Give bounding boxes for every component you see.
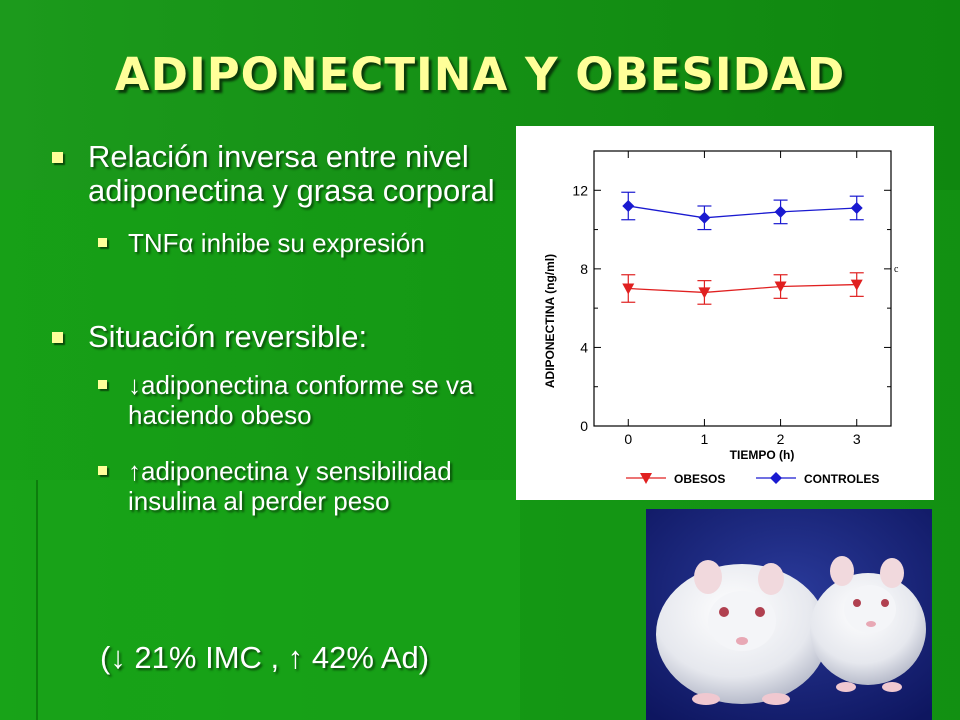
legend-label: OBESOS bbox=[674, 472, 725, 486]
chart-legend: OBESOS CONTROLES bbox=[626, 472, 879, 486]
y-tick-label: 12 bbox=[572, 182, 588, 198]
x-tick-label: 1 bbox=[701, 431, 709, 447]
bullet-list: Relación inversa entre nivel adiponectin… bbox=[52, 140, 512, 542]
chart-marks bbox=[621, 191, 864, 305]
legend-label: CONTROLES bbox=[804, 472, 879, 486]
footnote: (↓ 21% IMC , ↑ 42% Ad) bbox=[100, 640, 430, 675]
data-point bbox=[622, 200, 635, 212]
y-tick-label: 8 bbox=[580, 261, 588, 277]
y-axis-label: ADIPONECTINA (ng/ml) bbox=[543, 254, 557, 388]
sub-bullet-text: TNFα inhibe su expresión bbox=[128, 228, 425, 258]
plot-frame bbox=[593, 150, 892, 427]
bullet-item: Situación reversible: bbox=[52, 320, 512, 354]
mice-photo bbox=[646, 509, 932, 720]
bullet-text: Relación inversa entre nivel adiponectin… bbox=[88, 139, 495, 208]
series-line bbox=[628, 205, 857, 219]
series-line bbox=[628, 283, 857, 294]
background-divider bbox=[36, 480, 38, 720]
x-tick-label: 3 bbox=[853, 431, 861, 447]
sub-bullet-text: ↑adiponectina y sensibilidad insulina al… bbox=[128, 456, 452, 516]
sub-bullet-text: ↓adiponectina conforme se va haciendo ob… bbox=[128, 370, 474, 430]
sub-bullet-item: TNFα inhibe su expresión bbox=[98, 228, 512, 258]
data-point bbox=[774, 205, 787, 218]
y-tick-label: 4 bbox=[580, 339, 588, 355]
background-panel-lower bbox=[0, 480, 520, 720]
chart-container: 0 4 8 12 0 1 2 3 ADIPONECTINA (ng/ml) TIEMPO (h… bbox=[516, 126, 934, 500]
square-bullet-icon bbox=[52, 332, 63, 343]
legend-marker bbox=[640, 473, 652, 484]
y-tick-label: 0 bbox=[580, 418, 588, 434]
x-axis-label: TIEMPO (h) bbox=[730, 448, 795, 462]
data-point bbox=[698, 287, 711, 299]
data-point bbox=[698, 211, 711, 224]
x-tick-label: 0 bbox=[624, 431, 632, 447]
bullet-text: Situación reversible: bbox=[88, 319, 368, 354]
square-bullet-icon bbox=[52, 152, 63, 163]
square-bullet-icon bbox=[98, 238, 107, 247]
slide-title: ADIPONECTINA Y OBESIDAD bbox=[114, 48, 846, 101]
sub-bullet-item: ↓adiponectina conforme se va haciendo ob… bbox=[98, 370, 512, 430]
square-bullet-icon bbox=[98, 380, 107, 389]
data-point bbox=[774, 281, 787, 293]
bullet-item: Relación inversa entre nivel adiponectin… bbox=[52, 140, 512, 208]
data-point bbox=[850, 279, 863, 291]
chart-annotation: c bbox=[894, 264, 899, 275]
legend-marker bbox=[770, 472, 782, 484]
sub-bullet-item: ↑adiponectina y sensibilidad insulina al… bbox=[98, 456, 512, 516]
square-bullet-icon bbox=[98, 466, 107, 475]
data-point bbox=[850, 201, 863, 214]
data-point bbox=[622, 283, 635, 295]
x-tick-label: 2 bbox=[777, 431, 785, 447]
